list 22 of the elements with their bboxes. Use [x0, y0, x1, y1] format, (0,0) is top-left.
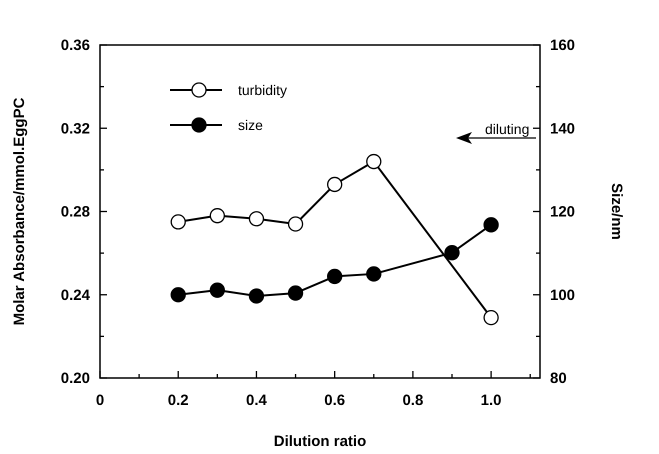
x-tick-label: 0.2 — [168, 392, 189, 409]
y-tick-label: 0.36 — [60, 37, 90, 54]
y-tick-label: 0.28 — [60, 204, 90, 220]
y-axis-title: Molar Absorbance/mmol.EggPC — [11, 97, 28, 326]
x-tick-label: 1.0 — [480, 392, 502, 409]
annotation: diluting — [485, 121, 530, 137]
y2-tick-label: 140 — [550, 120, 576, 138]
x-axis-title: Dilution ratio — [274, 433, 366, 450]
x-tick-label: 0.4 — [246, 392, 268, 409]
y-tick-label: 0.32 — [60, 120, 90, 138]
x-tick-label: 0.6 — [324, 392, 346, 409]
y2-tick-label: 160 — [550, 37, 576, 54]
x-tick-label: 0.8 — [402, 392, 424, 409]
y2-tick-label: 120 — [550, 204, 576, 220]
y2-axis-title: Size/nm — [608, 183, 625, 240]
legend-label: size — [238, 117, 264, 133]
y2-tick-label: 100 — [550, 286, 576, 304]
y2-tick-label: 80 — [550, 370, 567, 387]
x-tick-label: 0 — [96, 392, 104, 409]
y-tick-label: 0.24 — [60, 286, 91, 304]
legend-label: turbidity — [238, 82, 288, 98]
y-tick-label: 0.20 — [60, 370, 90, 387]
